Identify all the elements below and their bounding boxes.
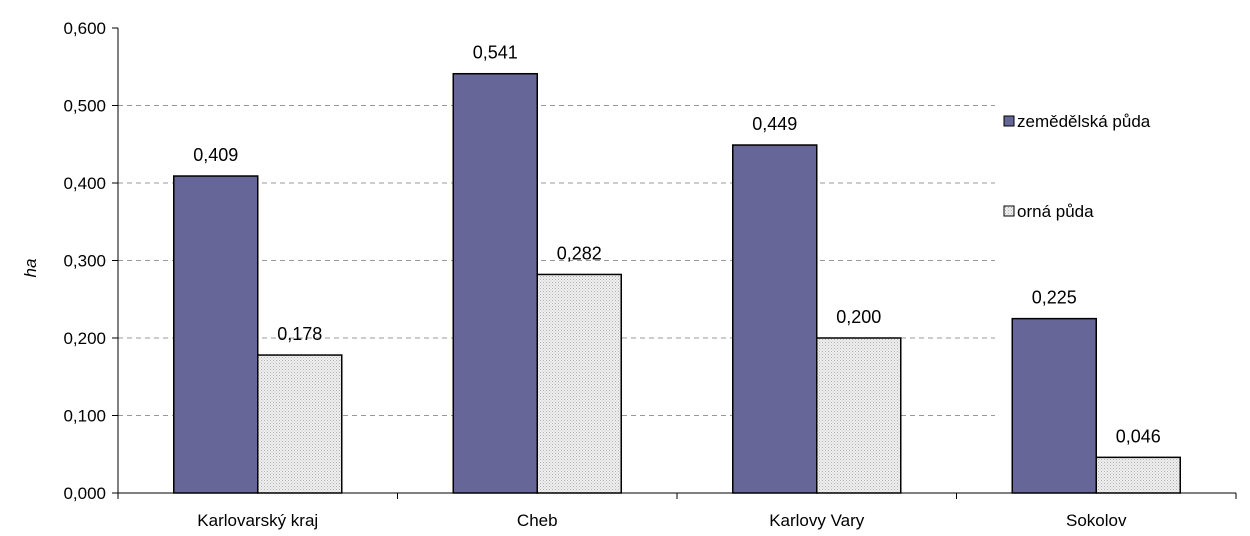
data-labels: 0,409 0,178 0,541 0,282 0,449 0,200 0,225 0,046 xyxy=(193,43,1161,447)
x-tick-label: Karlovarský kraj xyxy=(197,511,318,530)
bar-zemedelska-puda xyxy=(452,72,538,494)
data-label: 0,046 xyxy=(1116,426,1161,446)
legend: zemědělská půda orná půda xyxy=(1003,112,1151,221)
tick-labels: 0,000 0,100 0,200 0,300 0,400 0,500 0,600 Karlo… xyxy=(63,19,1127,530)
bars xyxy=(173,72,1181,494)
y-tick-label: 0,100 xyxy=(63,407,106,426)
x-tick-label: Sokolov xyxy=(1066,511,1127,530)
data-label: 0,541 xyxy=(473,43,518,63)
bar-orna-puda xyxy=(257,354,343,494)
bar-zemedelska-puda xyxy=(732,144,818,494)
legend-swatch-orna-puda xyxy=(1003,205,1015,217)
x-tick-label: Karlovy Vary xyxy=(769,511,865,530)
legend-label-orna-puda: orná půda xyxy=(1017,202,1094,221)
data-label: 0,178 xyxy=(277,324,322,344)
y-tick-label: 0,000 xyxy=(63,484,106,503)
x-tick-label: Cheb xyxy=(517,511,558,530)
data-label: 0,449 xyxy=(752,114,797,134)
data-label: 0,282 xyxy=(557,243,602,263)
data-label: 0,200 xyxy=(836,307,881,327)
axes xyxy=(112,27,1237,499)
data-label: 0,409 xyxy=(193,145,238,165)
y-tick-label: 0,500 xyxy=(63,97,106,116)
bar-zemedelska-puda xyxy=(173,175,259,494)
bar-zemedelska-puda xyxy=(1011,317,1097,494)
y-tick-label: 0,600 xyxy=(63,19,106,38)
bar-orna-puda xyxy=(536,273,622,494)
data-label: 0,225 xyxy=(1032,288,1077,308)
bar-orna-puda xyxy=(816,337,902,494)
bar-orna-puda xyxy=(1095,456,1181,494)
y-tick-label: 0,200 xyxy=(63,329,106,348)
y-tick-label: 0,400 xyxy=(63,174,106,193)
legend-label-zemedelska-puda: zemědělská půda xyxy=(1017,112,1151,131)
y-axis-title: ha xyxy=(21,259,40,278)
y-tick-label: 0,300 xyxy=(63,252,106,271)
legend-swatch-zemedelska-puda xyxy=(1003,115,1015,127)
